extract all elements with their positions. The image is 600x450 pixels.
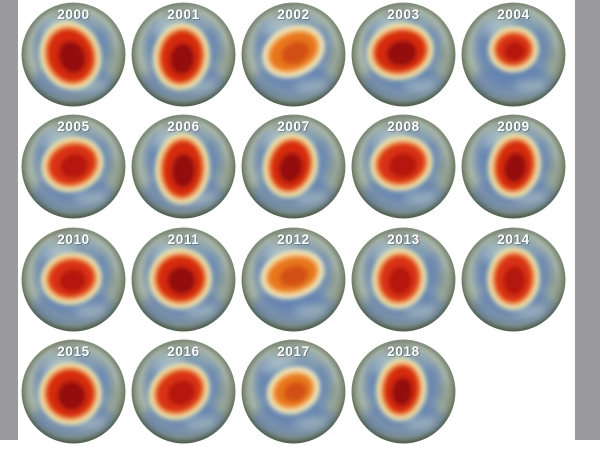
- year-label: 2001: [167, 7, 199, 22]
- ozone-hole-blob: [370, 135, 433, 191]
- year-label: 2016: [167, 344, 199, 359]
- year-label-shadow: 2008: [388, 120, 420, 135]
- ozone-hole-blob: [148, 363, 210, 420]
- ozone-hole-blob: [260, 249, 325, 300]
- year-label: 2009: [497, 119, 529, 134]
- globe-2009: 2009 2009: [461, 114, 566, 219]
- year-label-shadow: 2012: [278, 233, 310, 248]
- left-letterbox-bar: [0, 0, 18, 440]
- ozone-hole-blob: [41, 252, 102, 305]
- year-label-shadow: 2015: [58, 345, 90, 360]
- globe-2004: 2004 2004: [461, 2, 566, 107]
- ozone-hole-blob: [152, 23, 210, 91]
- year-label: 2015: [57, 344, 89, 359]
- year-label: 2017: [277, 344, 309, 359]
- globe-2006: 2006 2006: [131, 114, 236, 219]
- year-label-shadow: 2000: [58, 8, 90, 23]
- year-label: 2007: [277, 119, 309, 134]
- ozone-hole-blob: [262, 133, 318, 198]
- ozone-hole-blob: [487, 246, 540, 310]
- globe-2018: 2018 2018: [351, 339, 456, 444]
- globe-2015: 2015 2015: [21, 339, 126, 444]
- globe-2013: 2013 2013: [351, 227, 456, 332]
- ozone-hole-blob: [371, 248, 427, 309]
- right-letterbox-bar: [575, 0, 600, 440]
- globe-2012: 2012 2012: [241, 227, 346, 332]
- globe-2000: 2000 2000: [21, 2, 126, 107]
- year-label: 2006: [167, 119, 199, 134]
- ozone-hole-blob: [39, 21, 102, 90]
- year-label-shadow: 2018: [388, 345, 420, 360]
- year-label-shadow: 2005: [58, 120, 90, 135]
- ozone-hole-blob: [155, 132, 210, 205]
- year-label-shadow: 2016: [168, 345, 200, 360]
- year-label-shadow: 2003: [388, 8, 420, 23]
- year-label-shadow: 2010: [58, 233, 90, 248]
- globe-2010: 2010 2010: [21, 227, 126, 332]
- year-label: 2004: [497, 7, 529, 22]
- year-label-shadow: 2013: [388, 233, 420, 248]
- ozone-hole-blob: [376, 357, 427, 421]
- year-label-shadow: 2002: [278, 8, 310, 23]
- year-label: 2014: [497, 232, 529, 247]
- globe-2002: 2002 2002: [241, 2, 346, 107]
- year-label: 2008: [387, 119, 419, 134]
- year-label-shadow: 2001: [168, 8, 200, 23]
- year-label-shadow: 2006: [168, 120, 200, 135]
- globe-2008: 2008 2008: [351, 114, 456, 219]
- ozone-hole-blob: [488, 133, 542, 198]
- globe-2017: 2017 2017: [241, 339, 346, 444]
- ozone-hole-blob: [41, 136, 104, 193]
- globe-2014: 2014 2014: [461, 227, 566, 332]
- ozone-hole-blob: [148, 247, 212, 309]
- year-label-shadow: 2011: [168, 233, 200, 248]
- globe-2005: 2005 2005: [21, 114, 126, 219]
- ozone-hole-blob: [262, 24, 325, 79]
- year-label-shadow: 2009: [498, 120, 530, 135]
- year-label: 2002: [277, 7, 309, 22]
- ozone-hole-blob: [266, 366, 321, 415]
- year-label: 2010: [57, 232, 89, 247]
- year-label-shadow: 2017: [278, 345, 310, 360]
- year-label-shadow: 2014: [498, 233, 530, 248]
- year-label-shadow: 2007: [278, 120, 310, 135]
- year-label: 2018: [387, 344, 419, 359]
- globe-2016: 2016 2016: [131, 339, 236, 444]
- year-label: 2005: [57, 119, 89, 134]
- ozone-hole-blob: [38, 362, 102, 426]
- ozone-hole-blob: [366, 22, 434, 80]
- year-label: 2012: [277, 232, 309, 247]
- globe-2007: 2007 2007: [241, 114, 346, 219]
- globe-2003: 2003 2003: [351, 2, 456, 107]
- year-label-shadow: 2004: [498, 8, 530, 23]
- year-label: 2011: [168, 232, 200, 247]
- year-label: 2000: [57, 7, 89, 22]
- ozone-hole-blob: [488, 26, 539, 73]
- year-label: 2003: [387, 7, 419, 22]
- year-label: 2013: [387, 232, 419, 247]
- globe-2011: 2011 2011: [131, 227, 236, 332]
- globe-2001: 2001 2001: [131, 2, 236, 107]
